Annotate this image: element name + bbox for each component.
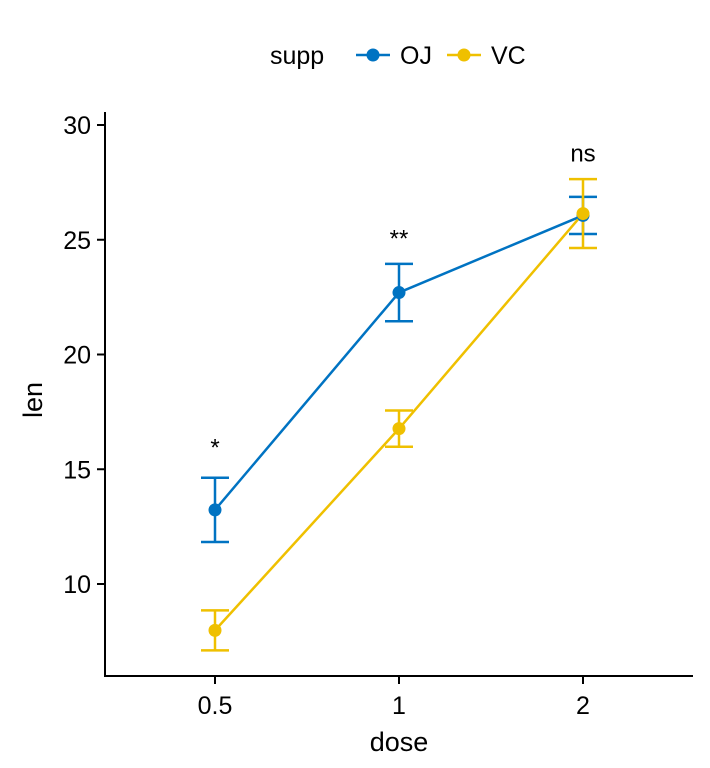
- y-axis-title: len: [18, 382, 48, 418]
- y-tick-label: 30: [63, 112, 91, 140]
- series-line-oj: [214, 214, 584, 511]
- y-tick-label: 20: [63, 342, 91, 370]
- legend-marker-vc: [457, 48, 471, 62]
- x-tick-label: 0.5: [198, 692, 233, 720]
- y-tick-label: 25: [63, 227, 91, 255]
- legend-label-vc: VC: [491, 42, 526, 70]
- legend-marker-oj: [366, 48, 380, 62]
- data-point-vc: [576, 207, 590, 221]
- legend-label-oj: OJ: [400, 42, 432, 70]
- significance-label: *: [210, 434, 219, 461]
- x-axis-title: dose: [370, 727, 429, 757]
- x-tick-label: 1: [392, 692, 406, 720]
- legend: supp OJ VC: [270, 42, 526, 70]
- y-tick-label: 15: [63, 456, 91, 484]
- data-point-oj: [392, 286, 406, 300]
- significance-label: ns: [570, 141, 595, 168]
- y-tick-label: 10: [63, 571, 91, 599]
- x-tick-label: 2: [576, 692, 590, 720]
- data-point-vc: [392, 422, 406, 436]
- significance-label: **: [390, 226, 409, 253]
- legend-title: supp: [270, 42, 324, 70]
- data-point-oj: [208, 503, 222, 517]
- data-point-vc: [208, 623, 222, 637]
